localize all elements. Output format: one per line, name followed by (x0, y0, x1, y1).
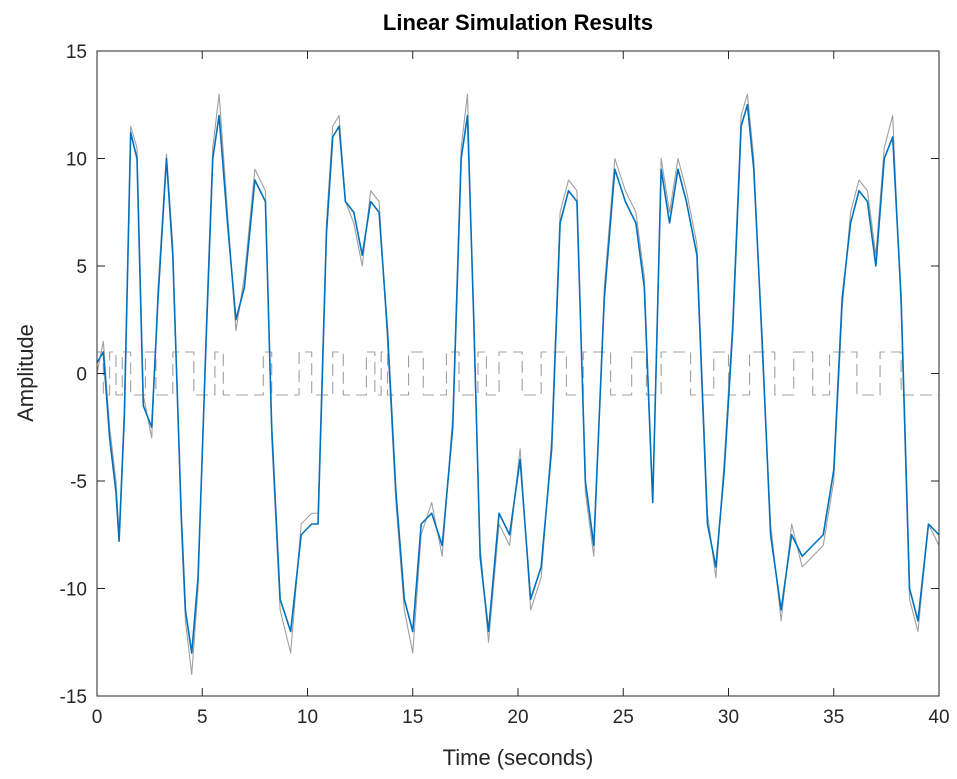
x-tick-label: 30 (718, 707, 739, 728)
y-tick-label: 15 (66, 42, 87, 63)
y-tick-label: -15 (60, 687, 87, 708)
x-tick-label: 35 (823, 707, 844, 728)
x-tick-label: 0 (92, 707, 103, 728)
y-tick-label: 10 (66, 150, 87, 171)
x-tick-label: 25 (613, 707, 634, 728)
input-series-line (97, 351, 939, 396)
x-tick-label: 5 (197, 707, 208, 728)
y-axis-label: Amplitude (13, 324, 38, 422)
reference-series-line (96, 93, 940, 676)
data-layer (96, 93, 940, 676)
x-tick-label: 20 (507, 707, 528, 728)
x-tick-label: 10 (297, 707, 318, 728)
y-tick-label: 0 (76, 365, 87, 386)
chart-title: Linear Simulation Results (383, 10, 653, 35)
y-tick-label: -10 (60, 580, 87, 601)
response-series-line (96, 103, 940, 654)
y-tick-label: -5 (70, 472, 87, 493)
y-axis: -15 -10 -5 0 5 10 15 (60, 42, 939, 708)
x-tick-label: 15 (402, 707, 423, 728)
x-tick-label: 40 (928, 707, 949, 728)
x-axis-label: Time (seconds) (443, 745, 594, 770)
x-axis: 0 5 10 15 20 25 30 35 40 (92, 51, 950, 728)
y-tick-label: 5 (76, 257, 87, 278)
